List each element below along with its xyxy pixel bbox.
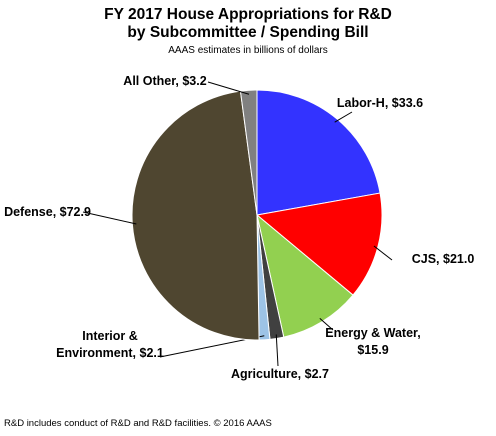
value-label: $15.9 — [357, 343, 389, 357]
slice-label: Agriculture, $2.7 — [225, 366, 335, 383]
leader-line — [319, 318, 334, 331]
value-label: $2.1 — [139, 346, 164, 360]
pie-slice — [239, 89, 258, 216]
value-label: $21.0 — [443, 252, 475, 266]
value-label: $33.6 — [391, 96, 424, 110]
leader-line — [275, 334, 279, 367]
leader-line — [334, 111, 353, 123]
pie-slice — [131, 90, 260, 341]
category-label: Agriculture, — [231, 367, 302, 381]
category-label: All Other, — [123, 74, 179, 88]
slice-label: Interior & Environment, $2.1 — [50, 328, 170, 362]
leader-line — [207, 81, 250, 95]
leader-line — [373, 245, 393, 261]
value-label: $72.9 — [59, 205, 91, 219]
pie-slice — [256, 213, 354, 338]
category-label: Energy & Water, — [325, 326, 421, 340]
slice-label: All Other, $3.2 — [115, 73, 215, 90]
slice-label: Energy & Water, $15.9 — [318, 325, 428, 359]
category-label: CJS, — [411, 252, 440, 266]
leader-line — [82, 211, 137, 225]
chart-subtitle: AAAS estimates in billions of dollars — [168, 45, 328, 56]
footnote: R&D includes conduct of R&D and R&D faci… — [4, 418, 272, 429]
chart-title: FY 2017 House Appropriations for R&D by … — [104, 6, 392, 41]
pie-slice — [255, 192, 383, 296]
slice-label: Labor-H, $33.6 — [330, 95, 430, 112]
value-label: $2.7 — [304, 367, 329, 381]
category-label: Interior & Environment, — [56, 329, 138, 360]
pie-slice — [256, 89, 381, 216]
slice-label: CJS, $21.0 — [388, 251, 496, 268]
slice-label: Defense, $72.9 — [0, 204, 95, 221]
category-label: Defense, — [4, 205, 57, 219]
value-label: $3.2 — [182, 74, 207, 88]
category-label: Labor-H, — [336, 96, 389, 110]
